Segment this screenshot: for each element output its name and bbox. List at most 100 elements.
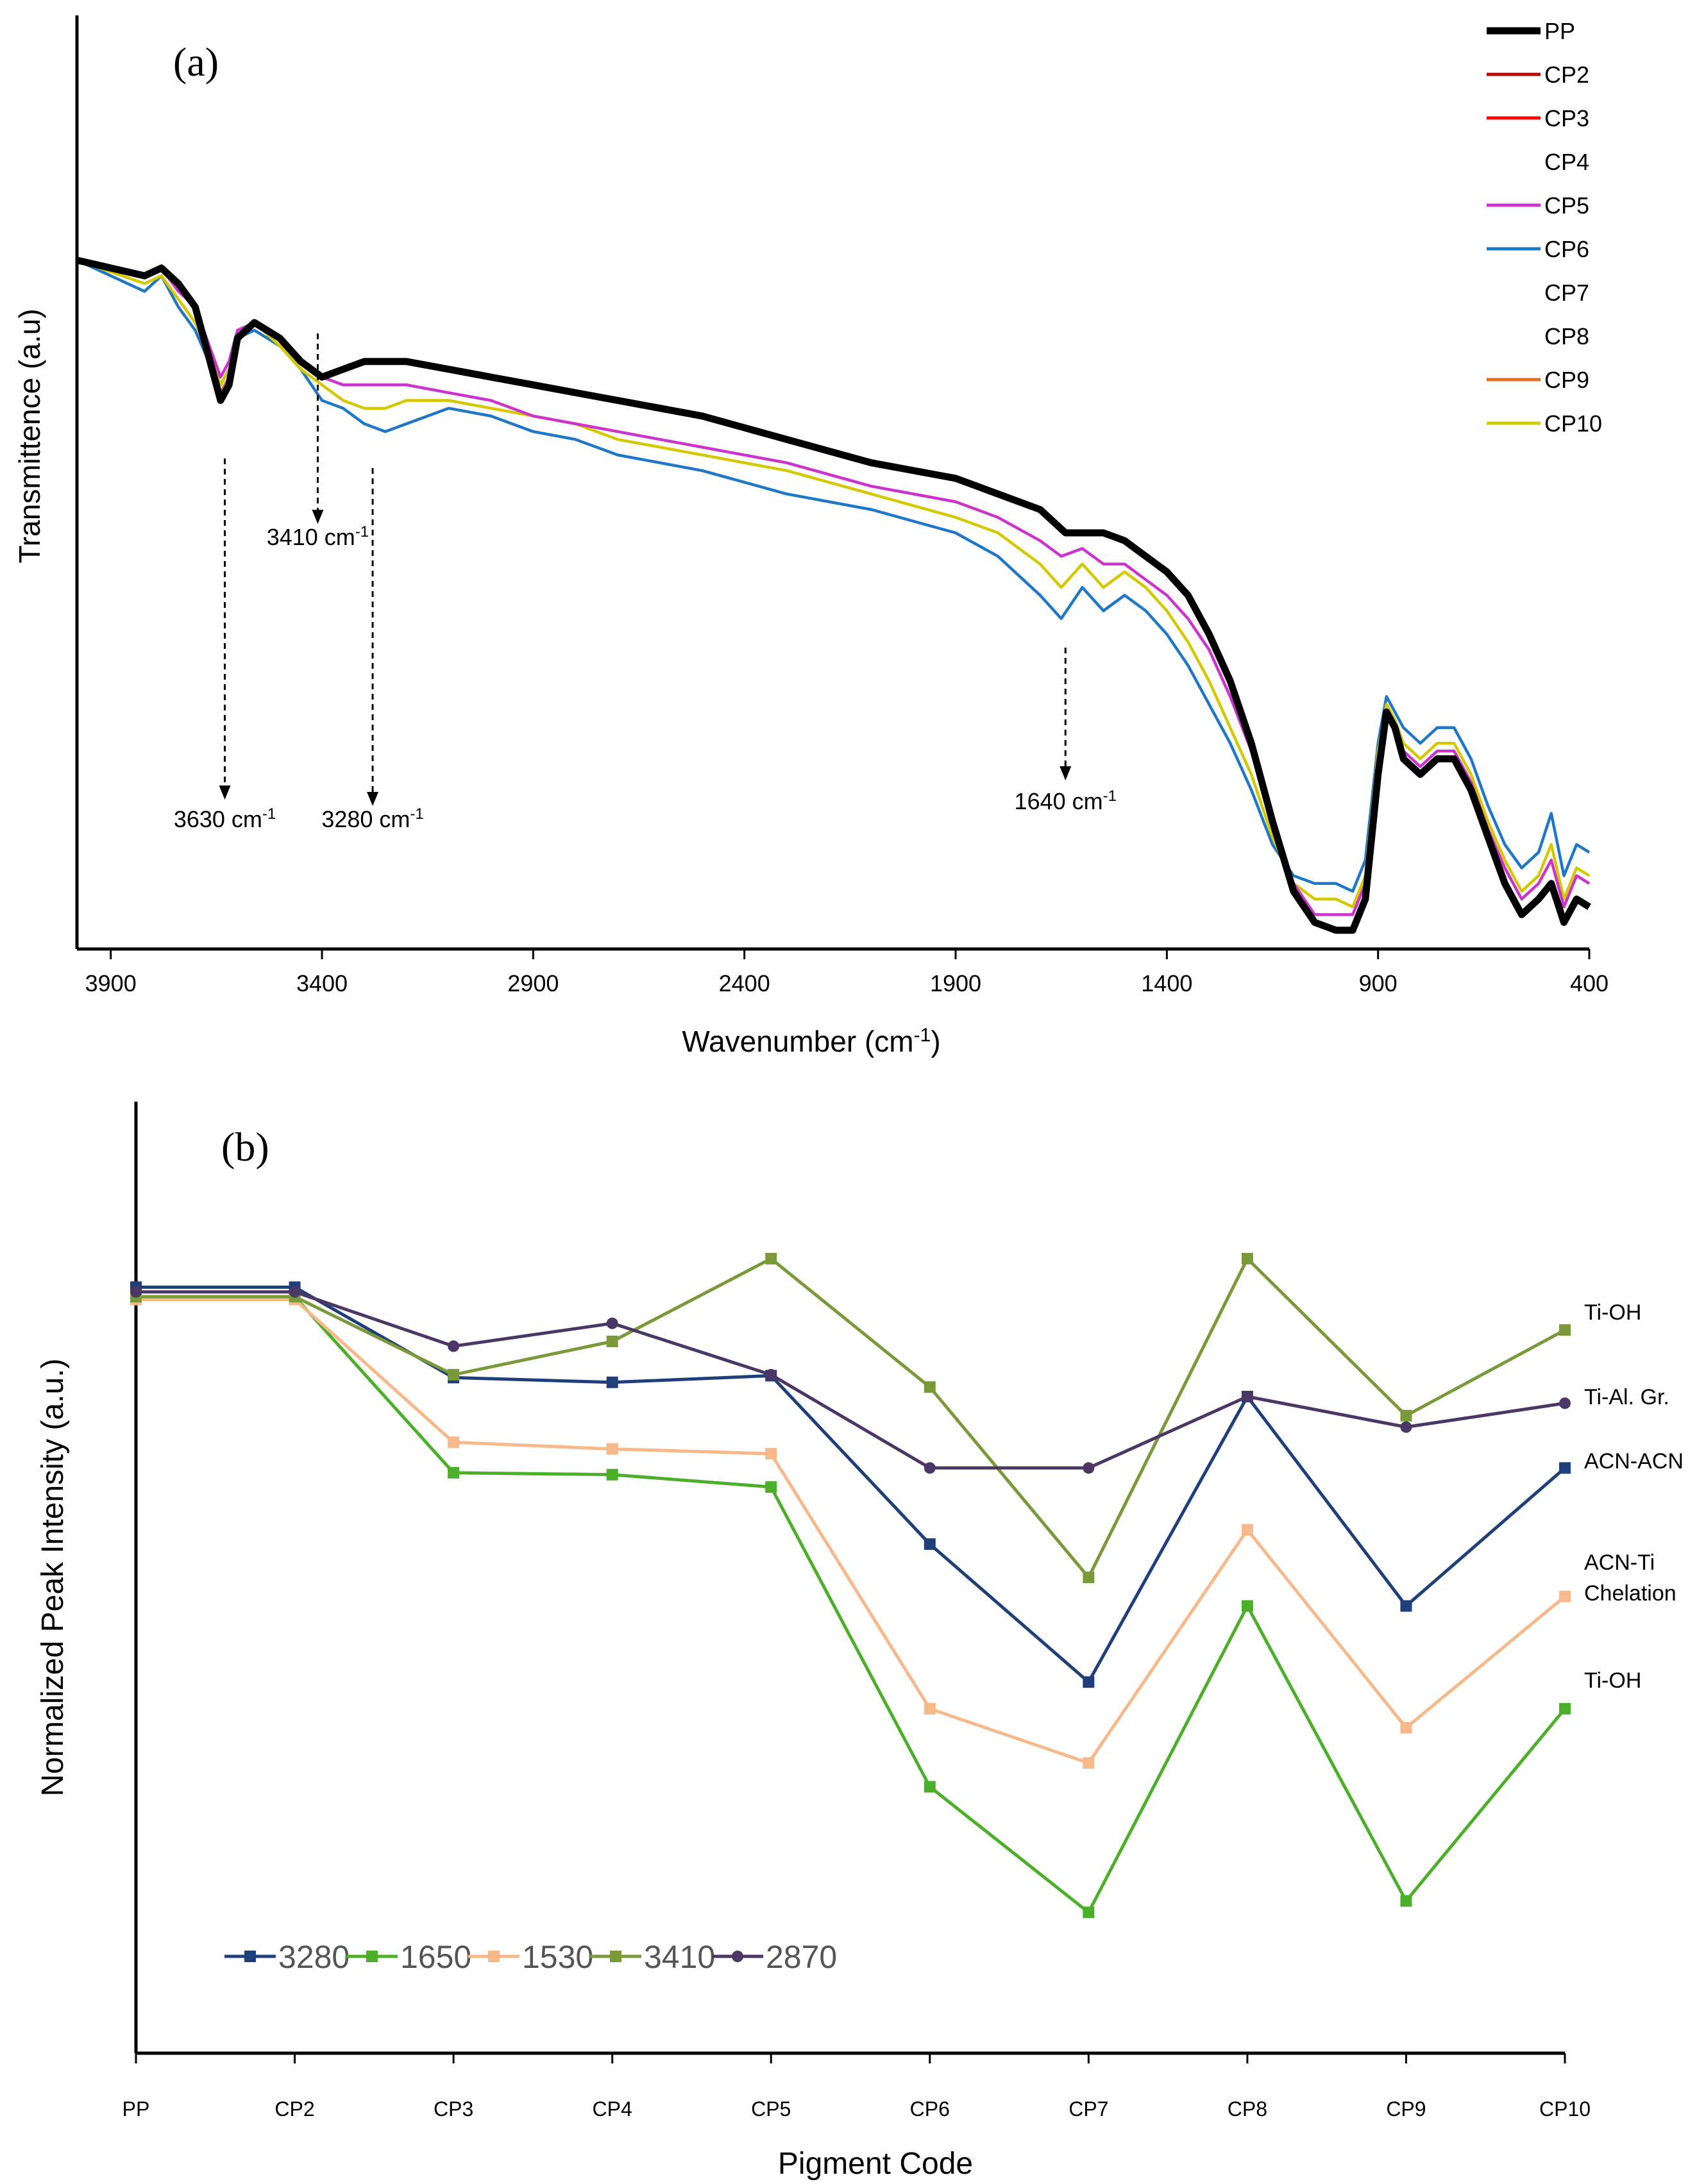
point-1530-cp9 <box>1400 1722 1412 1734</box>
annotation-label-3410: 3410 cm-1 <box>267 523 369 551</box>
legend-label-cp2: CP2 <box>1544 62 1589 88</box>
panel-b-end-labels: ACN-ACN Ti-OH ACN-Ti Chelation Ti-OH Ti-Al. G… <box>1584 1300 1684 1693</box>
x-tick-label-cp9: CP9 <box>1386 2097 1426 2121</box>
legend-label-cp8: CP8 <box>1544 323 1589 349</box>
point-2870-cp5 <box>765 1368 777 1381</box>
x-tick-label-cp3: CP3 <box>434 2097 473 2121</box>
x-tick-label-900: 900 <box>1359 970 1398 996</box>
panel-b-label: (b) <box>221 1124 269 1170</box>
point-3410-cp3 <box>448 1368 460 1381</box>
end-label-1650: Ti-OH <box>1584 1668 1641 1693</box>
point-3410-cp9 <box>1400 1409 1412 1422</box>
point-3280-cp7 <box>1083 1676 1095 1688</box>
series-1650 <box>130 1291 1571 1919</box>
annotation-arrowhead-3410 <box>312 510 324 524</box>
legend-label-cp7: CP7 <box>1544 280 1589 306</box>
panel-a-series <box>76 256 1591 934</box>
point-1530-cp10 <box>1559 1590 1571 1602</box>
x-label-main: Wavenumber (cm <box>682 1025 913 1058</box>
legend-label-cp10: CP10 <box>1544 410 1602 437</box>
point-1650-cp8 <box>1241 1600 1253 1612</box>
end-label-1530-line1: ACN-Ti <box>1584 1550 1655 1575</box>
legend-marker-2870 <box>732 1951 743 1962</box>
point-2870-cp9 <box>1400 1421 1412 1433</box>
annotation-label-1640: 1640 cm-1 <box>1015 787 1117 815</box>
series-3280 <box>130 1281 1571 1688</box>
point-1530-cp7 <box>1083 1757 1095 1769</box>
x-tick-label-2400: 2400 <box>719 970 770 996</box>
panel-a-x-ticks: 3900 3400 2900 2400 1900 1400 900 400 <box>85 949 1609 996</box>
x-tick-label-cp2: CP2 <box>274 2097 314 2121</box>
point-3410-cp10 <box>1559 1324 1571 1336</box>
point-1650-cp4 <box>606 1468 618 1481</box>
x-tick-label-cp4: CP4 <box>593 2097 632 2121</box>
x-tick-label-1900: 1900 <box>930 970 981 996</box>
x-label-tail: ) <box>931 1025 940 1058</box>
x-label-sup: -1 <box>914 1025 931 1046</box>
annotation-arrowhead-3280 <box>367 792 379 806</box>
panel-b-x-axis-label: Pigment Code <box>778 2147 973 2181</box>
legend-label-pp: PP <box>1544 18 1575 44</box>
legend-label-cp5: CP5 <box>1544 192 1589 219</box>
end-label-2870: Ti-Al. Gr. <box>1584 1385 1669 1409</box>
end-label-1530-line2: Chelation <box>1584 1581 1676 1606</box>
point-2870-cp10 <box>1559 1397 1571 1409</box>
point-2870-cp8 <box>1241 1391 1253 1403</box>
point-3410-cp8 <box>1241 1252 1253 1264</box>
panel-a-legend: PP CP2 CP3 CP4 CP5 CP6 CP7 CP8 CP9 CP10 <box>1487 18 1602 437</box>
legend-marker-3410 <box>610 1951 621 1962</box>
panel-b-legend: 3280 1650 1530 3410 2870 <box>224 1939 837 1975</box>
annotation-label-3280: 3280 cm-1 <box>321 805 423 833</box>
x-tick-label-2900: 2900 <box>507 970 559 996</box>
panel-a: (a) 3900 3400 2900 2400 1900 1400 900 400 3630 … <box>13 15 1609 1058</box>
panel-a-x-axis-label: Wavenumber (cm-1) <box>682 1025 940 1059</box>
x-tick-label-1400: 1400 <box>1141 970 1192 996</box>
annotation-arrowhead-3630 <box>219 785 231 800</box>
point-3280-cp10 <box>1559 1462 1571 1474</box>
x-tick-label-cp8: CP8 <box>1228 2097 1267 2121</box>
legend-label-3410: 3410 <box>644 1939 715 1975</box>
end-label-3280: ACN-ACN <box>1584 1449 1684 1474</box>
legend-marker-3280 <box>244 1951 256 1962</box>
point-3410-cp5 <box>765 1252 777 1264</box>
legend-label-cp3: CP3 <box>1544 105 1589 131</box>
panel-b-series <box>130 1252 1571 1919</box>
series-line-1650 <box>136 1295 1566 1914</box>
x-tick-label-cp7: CP7 <box>1068 2097 1108 2121</box>
legend-label-2870: 2870 <box>766 1939 837 1975</box>
end-label-3410: Ti-OH <box>1584 1300 1641 1325</box>
annotation-label-3630: 3630 cm-1 <box>174 805 276 833</box>
panel-a-annotations: 3630 cm-1 3410 cm-1 3280 cm-1 1640 cm-1 <box>174 333 1117 832</box>
point-3410-cp7 <box>1083 1572 1095 1583</box>
legend-marker-1650 <box>366 1951 378 1962</box>
point-2870-cp6 <box>924 1462 936 1474</box>
point-1530-cp3 <box>448 1436 460 1449</box>
legend-label-3280: 3280 <box>278 1939 350 1975</box>
point-3410-cp6 <box>924 1381 936 1393</box>
x-tick-label-3900: 3900 <box>85 970 137 996</box>
x-tick-label-pp: PP <box>122 2097 150 2121</box>
legend-label-1650: 1650 <box>400 1939 471 1975</box>
x-tick-label-400: 400 <box>1570 970 1609 996</box>
point-1650-cp5 <box>765 1481 777 1493</box>
series-line-3410 <box>136 1257 1566 1579</box>
point-1650-cp9 <box>1400 1895 1412 1907</box>
panel-b: (b) PP CP2 CP3 CP4 CP5 CP6 CP7 CP8 CP9 CP10 ACN-A… <box>36 1102 1684 2181</box>
series-2870 <box>130 1286 1571 1474</box>
point-2870-cp2 <box>289 1286 301 1298</box>
series-line-2870 <box>136 1290 1566 1470</box>
point-3410-cp4 <box>606 1335 618 1347</box>
point-2870-pp <box>130 1286 142 1298</box>
panel-b-y-axis-label: Normalized Peak Intensity (a.u.) <box>36 1359 70 1797</box>
point-3280-cp4 <box>606 1376 618 1388</box>
point-1530-cp8 <box>1241 1524 1253 1536</box>
legend-label-cp9: CP9 <box>1544 367 1589 393</box>
series-pp <box>76 256 1591 934</box>
series-cp6 <box>76 258 1591 893</box>
point-2870-cp3 <box>448 1340 460 1352</box>
x-tick-label-cp5: CP5 <box>751 2097 791 2121</box>
point-1530-cp4 <box>606 1443 618 1455</box>
point-1530-cp5 <box>765 1448 777 1460</box>
x-tick-label-3400: 3400 <box>296 970 348 996</box>
